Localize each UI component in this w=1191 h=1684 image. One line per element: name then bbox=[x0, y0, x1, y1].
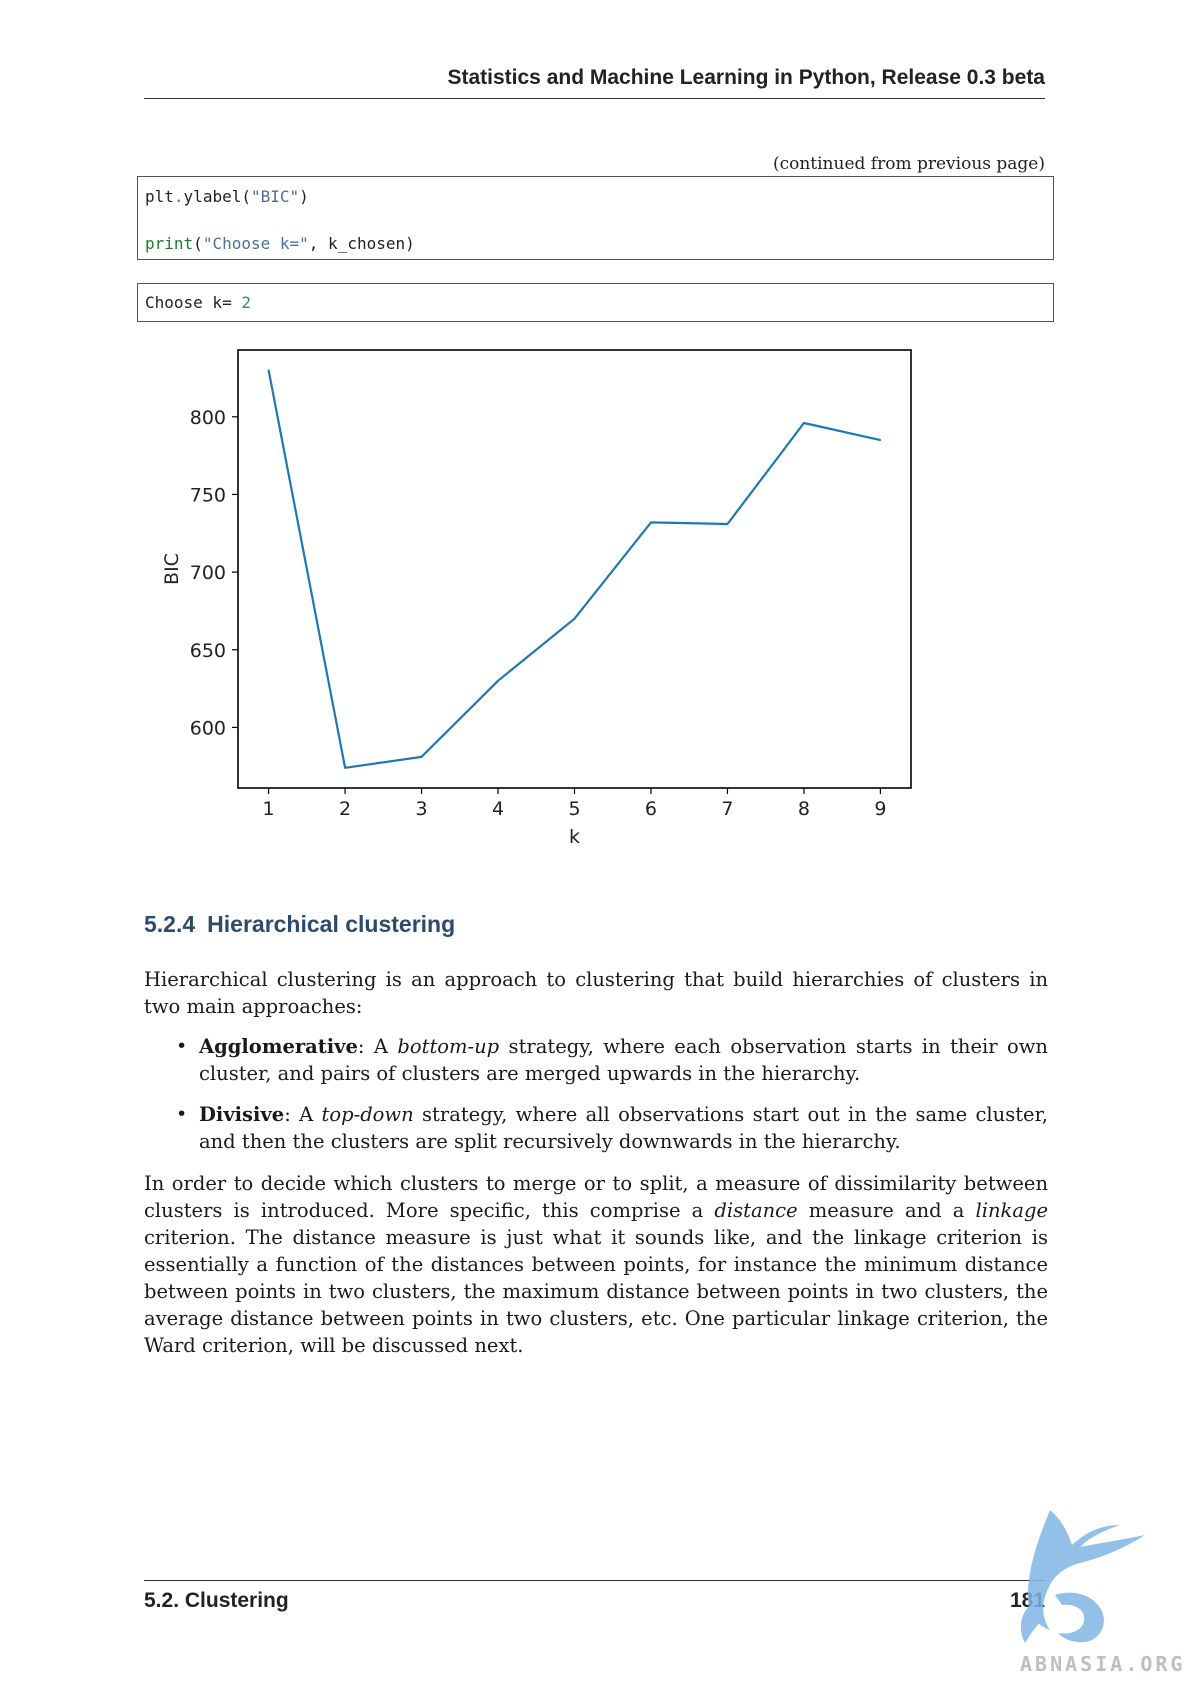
x-tick-label: 7 bbox=[721, 798, 733, 820]
x-tick-label: 4 bbox=[492, 798, 504, 820]
paragraph-text: criterion. The distance measure is just … bbox=[144, 1226, 1048, 1357]
bic-line-chart: 1 2 3 4 5 6 7 8 9 600 650 700 750 800 k BIC bbox=[161, 349, 912, 848]
paragraph-text: measure and a bbox=[797, 1199, 976, 1222]
watermark-text: ABNASIA.ORG bbox=[1020, 1652, 1186, 1676]
x-tick-label: 9 bbox=[874, 798, 886, 820]
series-line bbox=[267, 369, 881, 769]
x-tick-label: 1 bbox=[263, 798, 275, 820]
bullet-text: strategy, where each observation starts … bbox=[199, 1035, 1048, 1085]
bullet-emphasis: bottom-up bbox=[397, 1035, 500, 1058]
data-point bbox=[573, 617, 576, 620]
section-heading: 5.2.4 Hierarchical clustering bbox=[144, 911, 455, 938]
code-token: plt bbox=[145, 187, 174, 206]
data-point bbox=[726, 523, 729, 525]
code-token: ) bbox=[299, 187, 309, 206]
code-token: . bbox=[173, 187, 184, 206]
y-tick-label: 600 bbox=[190, 717, 226, 739]
data-point bbox=[803, 422, 805, 424]
data-point bbox=[420, 756, 423, 758]
bullet-term: Divisive bbox=[199, 1103, 285, 1126]
bullet-emphasis: top-down bbox=[321, 1103, 414, 1126]
section-number: 5.2.4 bbox=[144, 911, 196, 937]
data-point bbox=[344, 767, 346, 769]
list-item: • Divisive: A top-down strategy, where al… bbox=[176, 1101, 1048, 1155]
output-line: Choose k= 2 bbox=[145, 293, 251, 312]
griffin-icon bbox=[1020, 1510, 1145, 1643]
y-tick-label: 650 bbox=[190, 640, 226, 662]
section-title: Hierarchical clustering bbox=[207, 911, 456, 937]
data-point bbox=[267, 369, 270, 371]
data-point bbox=[879, 439, 882, 441]
data-point bbox=[497, 680, 499, 682]
code-string: "BIC" bbox=[250, 187, 300, 206]
x-tick-label: 6 bbox=[645, 798, 657, 820]
x-tick-label: 8 bbox=[798, 798, 810, 820]
code-line: print("Choose k=", k_chosen) bbox=[145, 234, 415, 253]
x-axis-label: k bbox=[569, 826, 580, 848]
continued-note: (continued from previous page) bbox=[772, 154, 1045, 174]
x-tick-label: 3 bbox=[415, 798, 427, 820]
bullet-sep: : A bbox=[284, 1103, 322, 1126]
bullet-icon: • bbox=[176, 1035, 188, 1057]
code-token: ylabel( bbox=[183, 187, 251, 206]
intro-paragraph: Hierarchical clustering is an approach t… bbox=[144, 968, 1048, 1018]
code-token: ( bbox=[193, 234, 203, 253]
paragraph-emphasis: linkage bbox=[975, 1199, 1049, 1222]
page-footer: 5.2. Clustering 181 bbox=[144, 1580, 1045, 1612]
output-block: Choose k= 2 bbox=[137, 283, 1054, 322]
paragraph-text: In order to decide which clusters to mer… bbox=[144, 1172, 1048, 1222]
plot-frame bbox=[237, 349, 912, 789]
y-tick-label: 750 bbox=[190, 484, 226, 506]
y-axis-label: BIC bbox=[161, 553, 183, 585]
x-tick-label: 5 bbox=[568, 798, 580, 820]
output-value: 2 bbox=[241, 293, 251, 312]
list-item: • Agglomerative: A bottom-up strategy, wh… bbox=[176, 1033, 1048, 1087]
code-builtin: print bbox=[145, 234, 194, 253]
code-block: plt.ylabel("BIC") print("Choose k=", k_c… bbox=[137, 176, 1054, 260]
code-line: plt.ylabel("BIC") bbox=[145, 187, 309, 206]
bullet-text: strategy, where all observations start o… bbox=[199, 1103, 1048, 1153]
bullet-icon: • bbox=[176, 1103, 188, 1125]
y-tick-label: 700 bbox=[190, 562, 226, 584]
paragraph-emphasis: distance bbox=[714, 1199, 798, 1222]
data-point bbox=[650, 521, 652, 524]
y-tick-label: 800 bbox=[190, 407, 226, 429]
header-title: Statistics and Machine Learning in Pytho… bbox=[447, 66, 1045, 89]
footer-section: 5.2. Clustering bbox=[144, 1589, 289, 1612]
x-tick-label: 2 bbox=[339, 798, 351, 820]
body-paragraph: In order to decide which clusters to mer… bbox=[144, 1170, 1048, 1359]
bullet-term: Agglomerative bbox=[199, 1035, 358, 1058]
page-header: Statistics and Machine Learning in Pytho… bbox=[144, 62, 1045, 99]
output-text: Choose k= bbox=[145, 293, 232, 312]
code-string: "Choose k=" bbox=[202, 234, 309, 253]
bullet-sep: : A bbox=[357, 1035, 398, 1058]
code-token: , k_chosen) bbox=[308, 234, 415, 253]
